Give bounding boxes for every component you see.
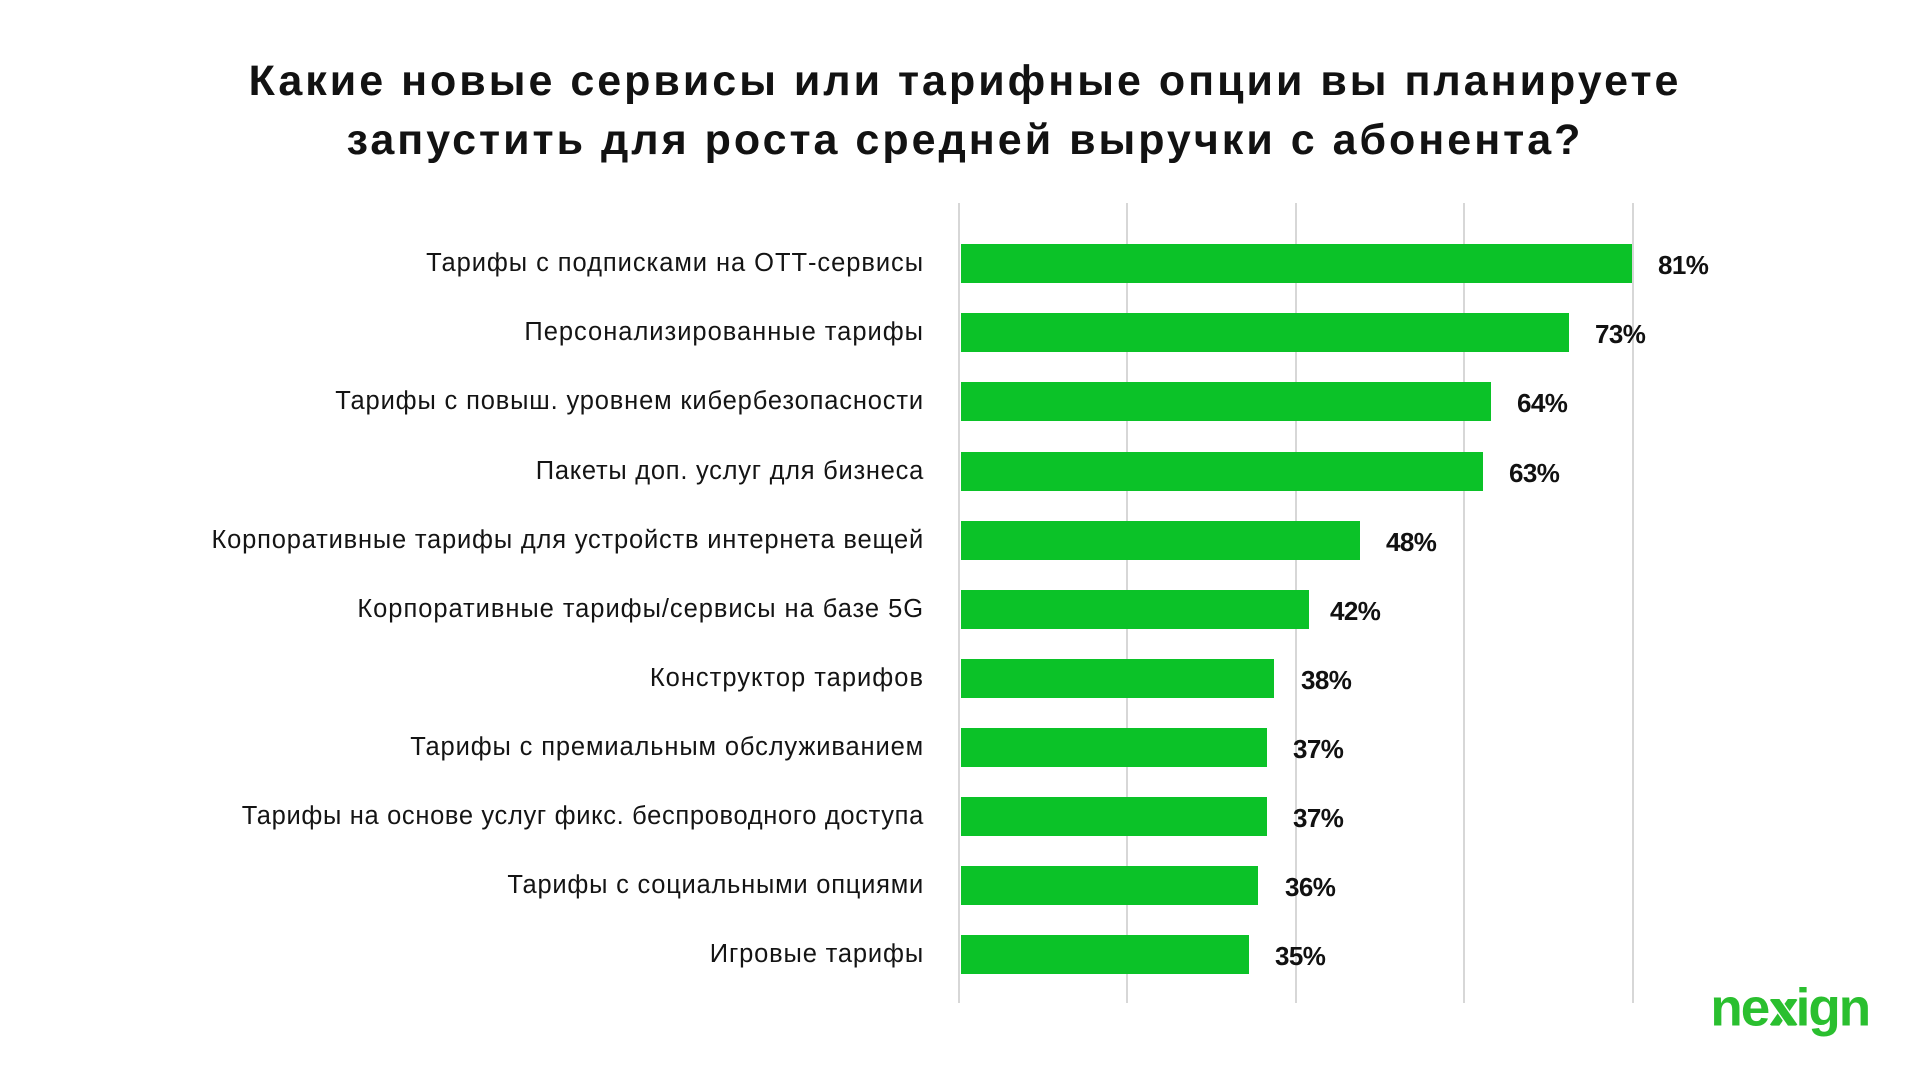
svg-text:ign: ign <box>1796 979 1869 1038</box>
svg-text:ne: ne <box>1710 979 1768 1038</box>
